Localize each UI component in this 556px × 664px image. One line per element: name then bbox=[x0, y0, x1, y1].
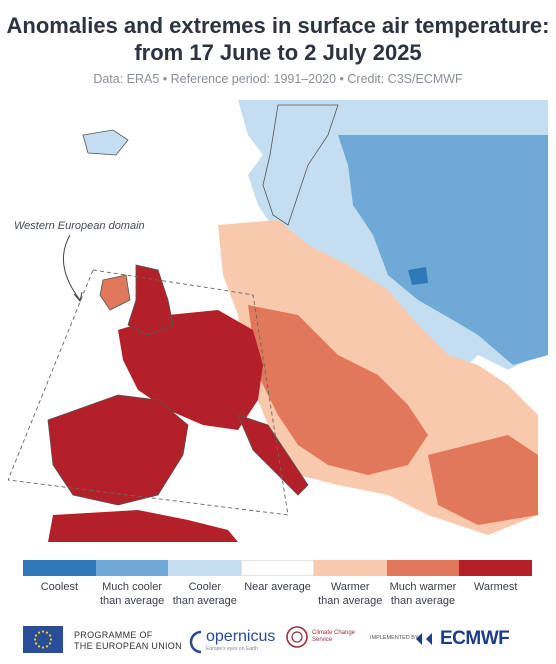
region-much-warmer-turkey bbox=[428, 435, 538, 525]
region-coolest-spot bbox=[408, 267, 428, 285]
copernicus-wordmark: opernicus bbox=[206, 628, 276, 645]
c3s-logo-icon bbox=[286, 626, 308, 648]
coastline-ireland bbox=[99, 274, 131, 311]
map-title: Anomalies and extremes in surface air te… bbox=[0, 12, 556, 66]
annotation-arrow bbox=[63, 234, 81, 301]
legend-label-near-average: Near average bbox=[244, 581, 311, 593]
legend-labels: Coolest Much cooler than average Cooler … bbox=[23, 580, 532, 608]
legend-label-much-cooler: Much cooler than average bbox=[99, 581, 165, 607]
map-subtitle: Data: ERA5 • Reference period: 1991–2020… bbox=[93, 72, 463, 86]
implemented-by-label: IMPLEMENTED BY bbox=[370, 635, 419, 641]
region-warmest-iberia bbox=[48, 395, 188, 505]
legend: Coolest Much cooler than average Cooler … bbox=[23, 560, 533, 610]
footer-logos: PROGRAMME OF THE EUROPEAN UNION opernicu… bbox=[0, 620, 556, 664]
western-european-domain-box bbox=[8, 269, 289, 516]
western-european-domain-label: Western European domain bbox=[14, 220, 145, 232]
region-much-cooler-east bbox=[338, 135, 548, 365]
legend-swatch-near-average bbox=[241, 560, 314, 576]
legend-swatch-much-warmer bbox=[386, 560, 460, 576]
region-warmest-britain bbox=[128, 265, 173, 335]
eu-flag-icon bbox=[23, 626, 63, 653]
region-warmest-italy bbox=[238, 415, 308, 495]
region-cooler-iceland bbox=[83, 130, 128, 155]
copernicus-logo-icon bbox=[189, 630, 202, 654]
coastline-iceland bbox=[82, 129, 129, 156]
legend-color-bar bbox=[23, 560, 533, 576]
region-much-warmer-central bbox=[248, 305, 428, 475]
legend-label-cooler: Cooler than average bbox=[172, 581, 237, 607]
legend-label-warmest: Warmest bbox=[473, 581, 518, 593]
legend-swatch-cooler bbox=[168, 560, 242, 576]
title-line-2: from 17 June to 2 July 2025 bbox=[134, 40, 422, 65]
title-line-1: Anomalies and extremes in surface air te… bbox=[6, 13, 550, 38]
annotation-arrowhead bbox=[73, 291, 83, 303]
region-warmest-france bbox=[118, 310, 263, 430]
c3s-label: Climate Change Service bbox=[312, 630, 356, 643]
region-warmest-north-africa bbox=[48, 510, 238, 542]
legend-swatch-warmer bbox=[313, 560, 387, 576]
coastline-italy bbox=[237, 414, 309, 496]
legend-swatch-warmest bbox=[459, 560, 533, 576]
legend-label-coolest: Coolest bbox=[40, 581, 78, 593]
coastline-scandinavia bbox=[262, 104, 339, 226]
copernicus-tagline: Europe's eyes on Earth bbox=[206, 646, 258, 652]
europe-temperature-map bbox=[8, 100, 548, 542]
ecmwf-logo-icon bbox=[416, 633, 432, 645]
legend-swatch-much-cooler bbox=[95, 560, 169, 576]
coastline-britain bbox=[127, 264, 174, 336]
ecmwf-wordmark: ECMWF bbox=[440, 628, 510, 649]
region-cooler-norway bbox=[268, 105, 338, 175]
region-warmer-ireland bbox=[100, 275, 130, 310]
legend-label-much-warmer: Much warmer than average bbox=[389, 581, 457, 607]
coastline-iberia bbox=[47, 394, 189, 506]
legend-label-warmer: Warmer than average bbox=[318, 581, 383, 607]
legend-swatch-coolest bbox=[23, 560, 96, 576]
eu-programme-text: PROGRAMME OF THE EUROPEAN UNION bbox=[74, 630, 182, 651]
